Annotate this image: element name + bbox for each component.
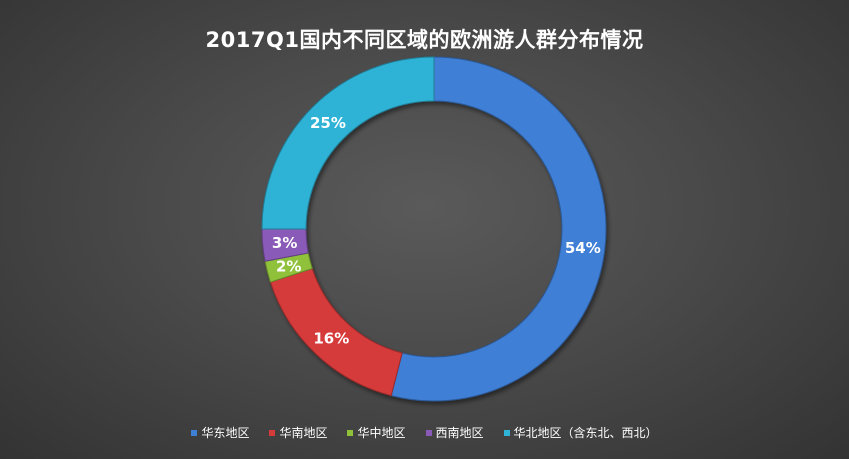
- legend-label: 华中地区: [357, 426, 406, 440]
- legend-label: 华北地区（含东北、西北）: [513, 426, 658, 440]
- donut-slice-5: [261, 56, 435, 230]
- legend-label: 华东地区: [201, 426, 250, 440]
- legend-swatch-icon: [191, 429, 198, 436]
- legend-item-4: 西南地区: [425, 424, 484, 441]
- legend-label: 西南地区: [435, 426, 484, 440]
- data-label-5: 25%: [310, 114, 346, 132]
- chart-legend: 华东地区 华南地区 华中地区 西南地区 华北地区（含东北、西北）: [0, 424, 849, 441]
- legend-swatch-icon: [425, 429, 432, 436]
- legend-item-3: 华中地区: [347, 424, 406, 441]
- legend-swatch-icon: [269, 429, 276, 436]
- donut-slice-1: [390, 56, 607, 402]
- data-label-4: 3%: [272, 234, 297, 252]
- chart-title: 2017Q1国内不同区域的欧洲游人群分布情况: [205, 28, 644, 52]
- legend-swatch-icon: [503, 429, 510, 436]
- data-label-3: 2%: [276, 257, 301, 275]
- legend-item-2: 华南地区: [269, 424, 327, 441]
- legend-item-5: 华北地区（含东北、西北）: [503, 424, 658, 441]
- legend-label: 华南地区: [279, 426, 328, 440]
- legend-item-1: 华东地区: [191, 424, 249, 441]
- legend-swatch-icon: [347, 429, 354, 436]
- data-label-1: 54%: [565, 239, 601, 257]
- data-label-2: 16%: [313, 329, 349, 347]
